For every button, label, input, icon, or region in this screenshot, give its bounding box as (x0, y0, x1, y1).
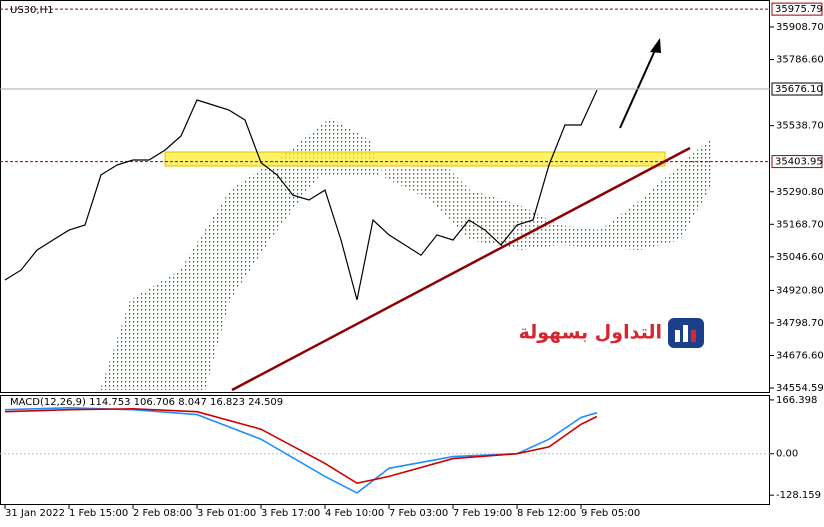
trend-line (231, 146, 691, 392)
price-label: 35676.10 (775, 84, 823, 95)
x-tick-label: 2 Feb 08:00 (133, 508, 192, 519)
resistance-zone (164, 151, 666, 167)
x-tick-label: 7 Feb 03:00 (389, 508, 448, 519)
x-tick-label: 7 Feb 19:00 (453, 508, 512, 519)
logo: التداول بسهولة (519, 318, 704, 348)
series-line (4, 407, 598, 485)
arrow-head (650, 38, 661, 53)
x-tick-label: 3 Feb 01:00 (197, 508, 256, 519)
ichimoku-cloud-red (380, 165, 560, 245)
x-tick-label: 3 Feb 17:00 (261, 508, 320, 519)
y-tick-label: 35786.60 (776, 55, 824, 66)
y-tick-label: 35046.60 (776, 252, 824, 263)
logo-bar (683, 325, 688, 342)
macd-panel (0, 395, 770, 505)
y-tick-label: 35538.70 (776, 121, 824, 132)
y-tick-label: -128.159 (776, 490, 821, 501)
arrow (619, 47, 657, 129)
y-tick-label: 35290.80 (776, 187, 824, 198)
y-tick-label: 35908.70 (776, 22, 824, 33)
y-tick-label: 34798.70 (776, 318, 824, 329)
y-tick-label: 34554.59 (776, 383, 824, 394)
x-tick-label: 8 Feb 12:00 (517, 508, 576, 519)
y-tick-label: 34920.80 (776, 285, 824, 296)
y-tick-label: 34676.60 (776, 351, 824, 362)
logo-text: التداول بسهولة (519, 322, 662, 344)
x-tick-label: 9 Feb 05:00 (581, 508, 640, 519)
x-tick-label: 1 Feb 15:00 (69, 508, 128, 519)
y-tick-label: 35168.70 (776, 219, 824, 230)
series-line (4, 89, 598, 301)
y-tick-label: 166.398 (776, 395, 817, 406)
series-line (4, 406, 598, 494)
x-tick-label: 31 Jan 2022 (5, 508, 65, 519)
logo-bar (675, 330, 680, 342)
price-label: 35403.95 (775, 157, 823, 168)
ichimoku-cloud (100, 118, 712, 390)
price-label-box (771, 82, 823, 96)
price-label-box (771, 2, 823, 16)
logo-bar (691, 330, 696, 342)
price-label-box (771, 155, 823, 169)
x-tick-label: 4 Feb 10:00 (325, 508, 384, 519)
price-label: 35975.79 (775, 4, 823, 15)
macd-title: MACD(12,26,9) 114.753 106.706 8.047 16.8… (10, 397, 283, 408)
y-tick-label: 0.00 (776, 449, 798, 460)
symbol-title: US30,H1 (10, 5, 53, 16)
